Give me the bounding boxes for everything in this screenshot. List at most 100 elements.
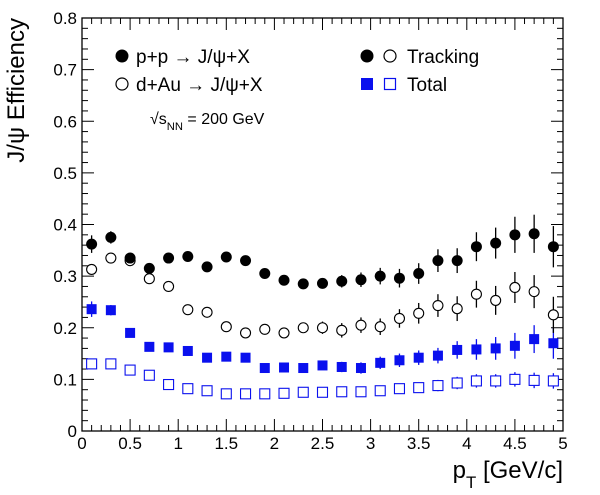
legend-marker-tracking-filled-circle: [361, 50, 374, 63]
data-point: [452, 255, 463, 266]
data-point: [509, 229, 520, 240]
data-point: [144, 263, 155, 274]
data-point: [394, 384, 404, 394]
data-point: [260, 324, 270, 334]
data-point: [260, 363, 270, 373]
data-point: [452, 304, 462, 314]
x-tick-label: 4.5: [503, 434, 527, 453]
data-point: [414, 353, 424, 363]
data-point: [202, 353, 212, 363]
data-point: [298, 278, 309, 289]
data-point: [510, 341, 520, 351]
x-tick-label: 5: [558, 434, 567, 453]
data-point: [240, 255, 251, 266]
data-point: [337, 362, 347, 372]
data-point: [548, 338, 558, 348]
y-tick-label: 0.1: [53, 370, 77, 389]
legend-dau-label: d+Au → J/ψ+X: [136, 75, 263, 96]
data-point: [375, 358, 385, 368]
data-point: [375, 322, 385, 332]
data-point: [548, 376, 558, 386]
data-point: [241, 353, 251, 363]
data-point: [221, 252, 232, 263]
x-tick-label: 1: [173, 434, 182, 453]
data-point: [183, 305, 193, 315]
data-point: [182, 251, 193, 262]
data-point: [221, 352, 231, 362]
data-point: [394, 273, 405, 284]
legend-pp-label: p+p → J/ψ+X: [136, 47, 250, 68]
y-axis-title: J/ψ Efficiency: [3, 18, 30, 163]
data-point: [356, 320, 366, 330]
x-tick-label: 4: [462, 434, 471, 453]
data-point: [510, 374, 520, 384]
y-tick-label: 0.6: [53, 112, 77, 131]
data-point: [433, 381, 443, 391]
legend-tracking-label: Tracking: [407, 47, 479, 68]
data-point: [510, 282, 520, 292]
y-tick-label: 0: [68, 422, 77, 441]
data-point: [337, 387, 347, 397]
data-point: [106, 253, 116, 263]
y-tick-label: 0.5: [53, 164, 77, 183]
data-point: [106, 359, 116, 369]
data-point: [414, 308, 424, 318]
data-point: [241, 389, 251, 399]
data-point: [356, 387, 366, 397]
data-point: [164, 380, 174, 390]
x-tick-label: 2.5: [311, 434, 335, 453]
data-point: [221, 389, 231, 399]
data-point: [529, 375, 539, 385]
y-tick-label: 0.7: [53, 61, 77, 80]
data-point: [144, 274, 154, 284]
data-point: [163, 253, 174, 264]
x-tick-label: 1.5: [214, 434, 238, 453]
data-point: [356, 363, 366, 373]
data-point: [548, 310, 558, 320]
data-point: [279, 275, 290, 286]
data-point: [471, 344, 481, 354]
data-point: [490, 238, 501, 249]
data-point: [86, 239, 97, 250]
data-point: [471, 241, 482, 252]
data-point: [413, 268, 424, 279]
data-point: [452, 345, 462, 355]
y-tick-label: 0.4: [53, 216, 77, 235]
x-tick-label: 2: [270, 434, 279, 453]
data-point: [144, 370, 154, 380]
data-point: [318, 387, 328, 397]
x-tick-label: 0.5: [118, 434, 142, 453]
data-point: [529, 334, 539, 344]
data-point: [394, 355, 404, 365]
data-point: [241, 328, 251, 338]
legend-total-label: Total: [407, 75, 447, 96]
data-point: [125, 328, 135, 338]
data-point: [375, 271, 386, 282]
data-point: [279, 363, 289, 373]
data-point: [337, 325, 347, 335]
data-point: [164, 281, 174, 291]
data-point: [318, 323, 328, 333]
data-point: [548, 241, 559, 252]
x-tick-label: 0: [77, 434, 86, 453]
data-point: [355, 274, 366, 285]
data-point: [221, 322, 231, 332]
y-tick-label: 0.3: [53, 267, 77, 286]
data-point: [164, 342, 174, 352]
data-point: [202, 261, 213, 272]
data-point: [471, 376, 481, 386]
data-point: [432, 255, 443, 266]
data-point: [375, 386, 385, 396]
x-tick-label: 3.5: [407, 434, 431, 453]
data-point: [105, 232, 116, 243]
data-point: [491, 343, 501, 353]
legend-marker-total-filled-square: [361, 78, 373, 90]
data-point: [394, 313, 404, 323]
data-point: [183, 384, 193, 394]
data-point: [298, 323, 308, 333]
data-point: [529, 228, 540, 239]
data-point: [202, 307, 212, 317]
data-point: [183, 346, 193, 356]
data-point: [202, 386, 212, 396]
data-point: [433, 301, 443, 311]
